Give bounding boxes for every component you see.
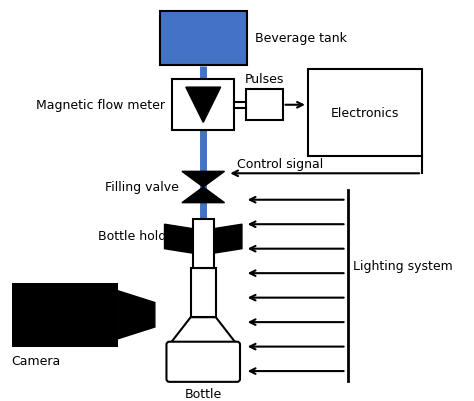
Polygon shape [169,318,237,345]
Polygon shape [186,88,221,123]
FancyBboxPatch shape [192,220,214,269]
Text: Magnetic flow meter: Magnetic flow meter [36,99,164,112]
FancyBboxPatch shape [246,90,283,121]
Polygon shape [164,225,195,254]
Text: Beverage tank: Beverage tank [255,32,346,45]
Text: Electronics: Electronics [331,107,399,120]
Polygon shape [118,291,155,339]
Text: Filling valve: Filling valve [105,181,179,194]
FancyBboxPatch shape [191,269,216,318]
FancyBboxPatch shape [172,80,234,131]
Polygon shape [182,188,225,203]
Text: Camera: Camera [12,354,61,367]
Text: Pulses: Pulses [245,73,284,86]
FancyBboxPatch shape [160,12,247,65]
Polygon shape [182,172,225,188]
Text: Control signal: Control signal [237,158,323,171]
Text: Bottle: Bottle [184,387,222,400]
Text: Bottle holder: Bottle holder [98,230,179,243]
FancyBboxPatch shape [12,283,118,347]
Text: Lighting system: Lighting system [353,260,453,273]
FancyBboxPatch shape [166,342,240,382]
FancyBboxPatch shape [308,70,422,156]
Polygon shape [211,225,242,254]
